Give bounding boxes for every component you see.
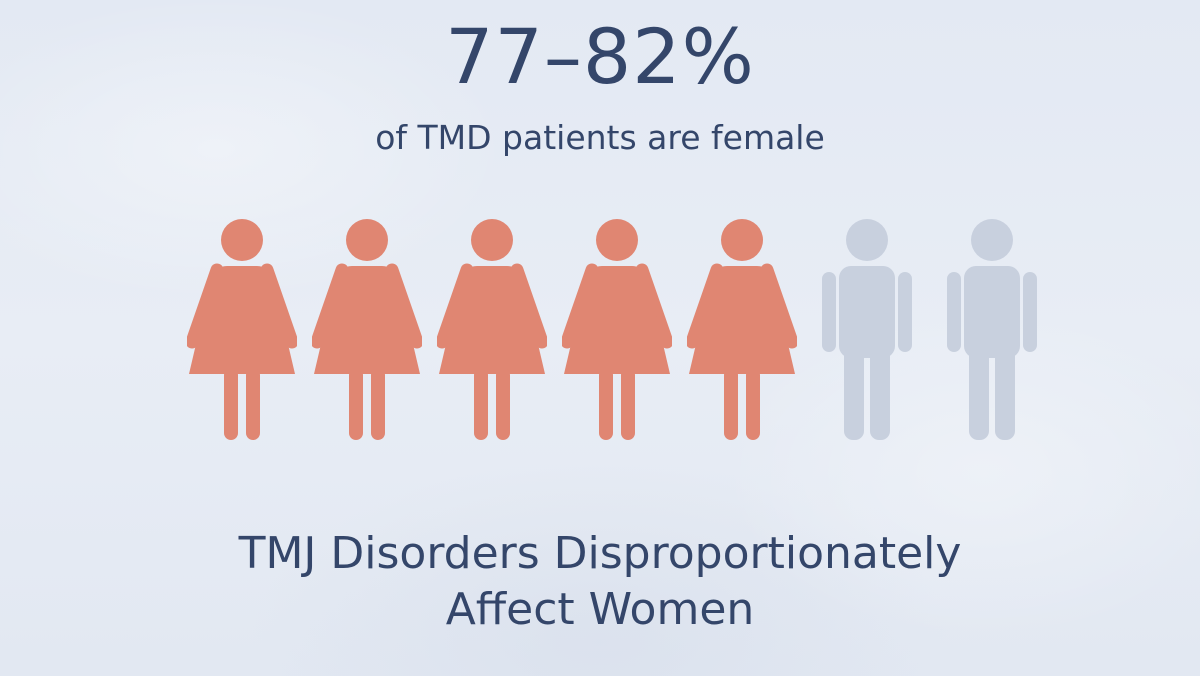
female-person-icon xyxy=(562,218,672,442)
headline-percentage: 77–82% xyxy=(445,12,755,101)
female-person-icon xyxy=(687,218,797,442)
female-person-icon xyxy=(187,218,297,442)
caption: TMJ Disorders Disproportionately Affect … xyxy=(0,526,1200,638)
figure-row xyxy=(187,218,1037,442)
female-person-icon xyxy=(312,218,422,442)
female-person-icon xyxy=(437,218,547,442)
caption-line-2: Affect Women xyxy=(445,584,755,635)
male-person-icon xyxy=(812,218,922,442)
male-person-icon xyxy=(937,218,1047,442)
subtitle: of TMD patients are female xyxy=(375,118,825,157)
caption-line-1: TMJ Disorders Disproportionately xyxy=(238,528,962,579)
